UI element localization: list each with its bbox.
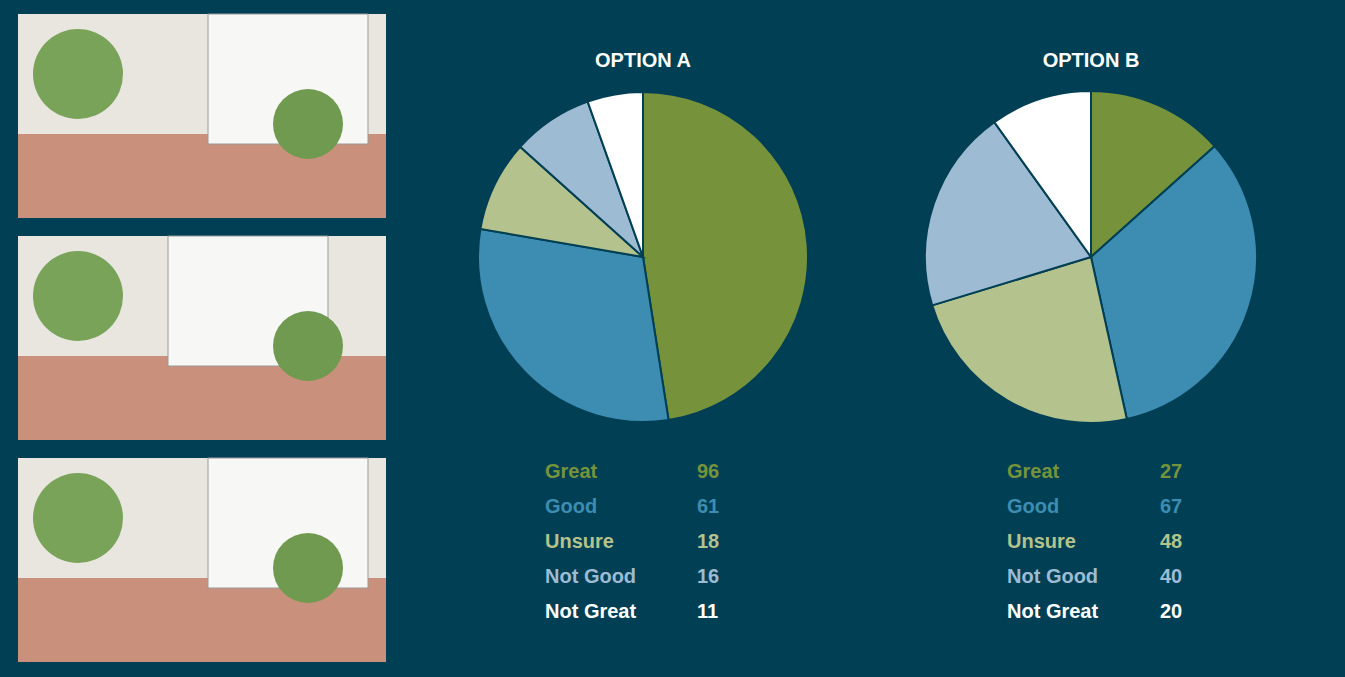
pie-chart: OPTION B Great 27 Good 67 Unsure 48 Not Good 40 N… [925, 49, 1257, 622]
legend-label: Unsure [545, 530, 614, 552]
image-tree [33, 29, 123, 119]
image-frame [18, 236, 386, 440]
legend: Great 96 Good 61 Unsure 18 Not Good 16 Not Great… [545, 460, 719, 622]
legend-value: 20 [1160, 600, 1182, 622]
image-tree [273, 533, 343, 603]
pie-slice [588, 92, 643, 257]
rendering-image [18, 236, 386, 440]
image-tree [273, 311, 343, 381]
legend-value: 96 [697, 460, 719, 482]
legend-value: 61 [697, 495, 719, 517]
image-tree [33, 473, 123, 563]
legend-value: 18 [697, 530, 719, 552]
pie-slice [478, 229, 669, 422]
legend-value: 48 [1160, 530, 1182, 552]
legend-value: 67 [1160, 495, 1182, 517]
image-frame [18, 14, 386, 218]
image-tree [273, 89, 343, 159]
legend-label: Not Good [1007, 565, 1098, 587]
rendering-image [18, 458, 386, 662]
slices [925, 91, 1257, 423]
legend-label: Good [545, 495, 597, 517]
chart-title: OPTION B [1043, 49, 1140, 71]
image-frame [18, 458, 386, 662]
pie-slice [994, 91, 1091, 257]
legend-value: 11 [697, 600, 718, 622]
legend-value: 27 [1160, 460, 1182, 482]
legend-value: 16 [697, 565, 719, 587]
legend-label: Not Good [545, 565, 636, 587]
rendering-image [18, 14, 386, 218]
legend-label: Not Great [1007, 600, 1098, 622]
legend-label: Good [1007, 495, 1059, 517]
image-tree [33, 251, 123, 341]
pie-slice [643, 92, 808, 420]
slices [478, 92, 808, 422]
legend: Great 27 Good 67 Unsure 48 Not Good 40 Not Great… [1007, 460, 1182, 622]
legend-value: 40 [1160, 565, 1182, 587]
legend-label: Great [545, 460, 598, 482]
legend-label: Great [1007, 460, 1060, 482]
chart-title: OPTION A [595, 49, 691, 71]
legend-label: Unsure [1007, 530, 1076, 552]
pie-chart: OPTION A Great 96 Good 61 Unsure 18 Not Good 16 N… [478, 49, 808, 622]
background [0, 0, 1345, 677]
legend-label: Not Great [545, 600, 636, 622]
